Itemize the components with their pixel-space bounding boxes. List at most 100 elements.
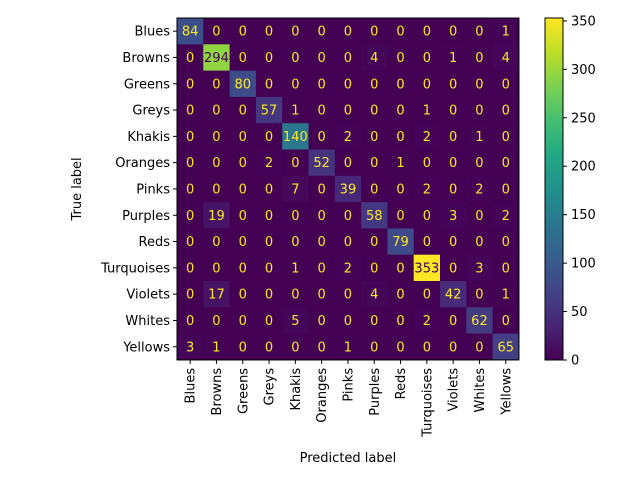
x-tick-label: Oranges — [315, 368, 330, 423]
y-tick-label: Greens — [124, 77, 170, 92]
cell-value-label: 2 — [344, 261, 352, 276]
cell-value-label: 140 — [283, 130, 308, 145]
heatmap-cell — [282, 202, 309, 229]
x-tick-label: Violets — [447, 368, 462, 412]
y-tick-label: Greys — [132, 104, 170, 119]
heatmap-cell — [255, 18, 283, 45]
heatmap-cell — [361, 44, 388, 72]
x-tick-label: Whites — [473, 368, 488, 413]
heatmap-cell — [361, 70, 388, 98]
cell-value-label: 0 — [239, 156, 247, 171]
cell-value-label: 0 — [396, 51, 404, 66]
heatmap-cell — [177, 123, 204, 150]
heatmap-cell — [334, 96, 362, 124]
heatmap-cell — [308, 123, 336, 150]
heatmap-cell — [282, 333, 309, 361]
cell-value-label: 0 — [186, 104, 194, 119]
heatmap-cell — [440, 281, 467, 308]
heatmap-cell — [387, 202, 415, 229]
heatmap-cell — [282, 96, 309, 124]
colorbar-tick-label: 250 — [571, 111, 596, 126]
cell-value-label: 0 — [265, 25, 273, 40]
cell-value-label: 1 — [396, 156, 404, 171]
cell-value-label: 0 — [186, 130, 194, 145]
cell-value-label: 0 — [318, 235, 326, 250]
heatmap-cell — [466, 333, 494, 361]
cell-value-label: 5 — [291, 314, 299, 329]
heatmap-cell-labels: 84 0 0 0 0 0 0 0 0 0 0 0 1 0 294 0 0 0 0 0 4 0 0 1 0 4 0 0 80 0 0 0 0 0 0 0… — [182, 25, 514, 356]
x-tick-label: Pinks — [341, 368, 356, 402]
heatmap-cell — [361, 175, 388, 203]
cell-value-label: 0 — [291, 340, 299, 355]
cell-value-label: 0 — [423, 340, 431, 355]
heatmap-cell — [229, 149, 257, 177]
heatmap-cell — [255, 281, 283, 308]
heatmap-cell — [466, 202, 494, 229]
cell-value-label: 0 — [212, 104, 220, 119]
cell-value-label: 0 — [186, 77, 194, 92]
cell-value-label: 0 — [318, 104, 326, 119]
cell-value-label: 0 — [265, 261, 273, 276]
heatmap-cell — [282, 175, 309, 203]
cell-value-label: 0 — [239, 130, 247, 145]
heatmap-cell — [308, 44, 336, 72]
heatmap-cell — [413, 70, 441, 98]
heatmap-cell — [492, 228, 520, 256]
cell-value-label: 0 — [318, 340, 326, 355]
heatmap-cell — [413, 281, 441, 308]
heatmap-cell — [492, 254, 520, 282]
cell-value-label: 0 — [239, 104, 247, 119]
colorbar — [544, 17, 564, 361]
x-tick-label: Browns — [210, 368, 225, 416]
heatmap-cell — [229, 228, 257, 256]
cell-value-label: 0 — [423, 235, 431, 250]
colorbar-tick-label: 50 — [571, 305, 588, 320]
cell-value-label: 0 — [475, 51, 483, 66]
cell-value-label: 353 — [414, 261, 439, 276]
heatmap-cell — [177, 44, 204, 72]
cell-value-label: 0 — [186, 182, 194, 197]
cell-value-label: 1 — [344, 340, 352, 355]
cell-value-label: 0 — [502, 104, 510, 119]
cell-value-label: 0 — [318, 77, 326, 92]
x-tick-label: Blues — [184, 368, 199, 404]
heatmap-cell — [413, 175, 441, 203]
heatmap-cell — [229, 175, 257, 203]
heatmap-cell — [466, 44, 494, 72]
cell-value-label: 0 — [265, 314, 273, 329]
heatmap-cell — [413, 44, 441, 72]
cell-value-label: 0 — [396, 340, 404, 355]
cell-value-label: 0 — [186, 314, 194, 329]
heatmap-cell — [282, 149, 309, 177]
cell-value-label: 79 — [392, 235, 409, 250]
heatmap-cell — [255, 254, 283, 282]
heatmap-cell — [440, 228, 467, 256]
y-tick-label: Yellows — [122, 340, 170, 355]
heatmap-cell — [387, 333, 415, 361]
heatmap-cell — [203, 123, 231, 150]
cell-value-label: 0 — [212, 77, 220, 92]
colorbar-tick-label: 200 — [571, 160, 596, 175]
heatmap-cell — [308, 18, 336, 45]
cell-value-label: 0 — [502, 314, 510, 329]
cell-value-label: 1 — [449, 51, 457, 66]
heatmap-cell — [255, 307, 283, 335]
cell-value-label: 0 — [344, 288, 352, 303]
heatmap-cell — [413, 254, 441, 282]
cell-value-label: 0 — [186, 156, 194, 171]
heatmap-cell — [492, 149, 520, 177]
heatmap-cell — [413, 123, 441, 150]
cell-value-label: 0 — [449, 182, 457, 197]
cell-value-label: 2 — [423, 314, 431, 329]
heatmap-cell — [177, 202, 204, 229]
heatmap-cell — [177, 228, 204, 256]
cell-value-label: 0 — [318, 182, 326, 197]
cell-value-label: 0 — [212, 25, 220, 40]
y-tick-label: Blues — [134, 25, 170, 40]
heatmap-cell — [177, 96, 204, 124]
heatmap-cell — [229, 307, 257, 335]
cell-value-label: 0 — [370, 182, 378, 197]
heatmap-cell — [203, 281, 231, 308]
heatmap-cell — [308, 307, 336, 335]
cell-value-label: 0 — [239, 235, 247, 250]
